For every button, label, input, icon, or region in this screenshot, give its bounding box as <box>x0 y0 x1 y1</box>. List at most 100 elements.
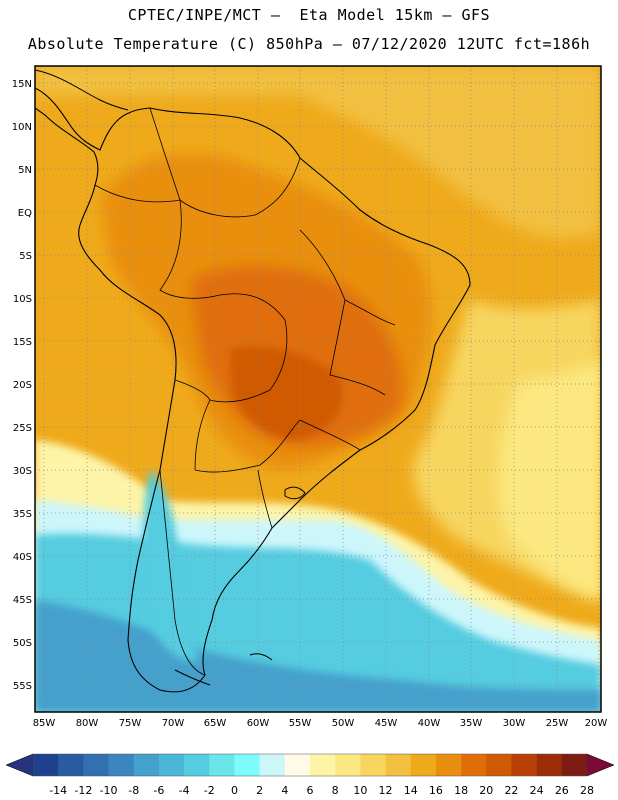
lat-label: EQ <box>18 208 32 219</box>
colorbar-tick-label: 6 <box>307 784 314 797</box>
colorbar-tick-label: 14 <box>404 784 418 797</box>
border-southeast <box>299 419 361 451</box>
lat-label: 30S <box>13 466 32 477</box>
colorbar-swatch <box>360 754 386 776</box>
colorbar-tick-label: 4 <box>281 784 288 797</box>
colorbar-swatch <box>284 754 311 776</box>
colorbar-tick-label: 16 <box>429 784 443 797</box>
lat-label: 50S <box>13 638 32 649</box>
lon-label: 70W <box>162 718 185 729</box>
colorbar-tick-label: 26 <box>555 784 569 797</box>
colorbar-swatch <box>259 754 286 776</box>
colorbar-swatch <box>461 754 487 776</box>
central-america-coast <box>35 69 129 111</box>
colorbar-swatch <box>310 754 336 776</box>
colorbar-swatch <box>83 754 109 776</box>
lon-label: 75W <box>119 718 142 729</box>
colorbar-swatch <box>209 754 235 776</box>
colorbar-tick-label: 22 <box>504 784 518 797</box>
colorbar-swatch <box>511 754 537 776</box>
lon-label: 35W <box>460 718 483 729</box>
field-north-ocean <box>35 66 601 239</box>
colorbar-swatch <box>536 754 563 776</box>
lat-label: 40S <box>13 552 32 563</box>
lat-label: 20S <box>13 380 32 391</box>
lat-label: 45S <box>13 595 32 606</box>
colorbar-tick-label: 8 <box>332 784 339 797</box>
lat-label: 10N <box>12 122 32 133</box>
lat-label: 5N <box>18 165 32 176</box>
border-north <box>149 107 301 218</box>
colorbar-tick-label: -4 <box>179 784 190 797</box>
field-andes-cold <box>142 470 200 661</box>
colorbar-swatch <box>133 754 160 776</box>
lat-label: 55S <box>13 681 32 692</box>
colorbar-tick-label: 18 <box>454 784 468 797</box>
lon-label: 65W <box>204 718 227 729</box>
colorbar-tick-label: 0 <box>231 784 238 797</box>
temperature-field <box>35 66 601 712</box>
border-river <box>257 469 273 529</box>
colorbar-left-arrow <box>5 753 34 777</box>
border-south-central <box>194 399 301 473</box>
longitude-labels: 85W 80W 75W 70W 65W 60W 55W 50W 45W 40W … <box>33 718 608 729</box>
border-chile-argentina <box>159 469 206 676</box>
lat-label: 5S <box>19 251 32 262</box>
lon-label: 60W <box>247 718 270 729</box>
colorbar-swatch <box>33 754 59 776</box>
colorbar-right-arrow <box>586 753 615 777</box>
country-borders <box>94 107 396 676</box>
colorbar-swatch <box>335 754 361 776</box>
lon-label: 40W <box>418 718 441 729</box>
border-andean-west <box>159 199 221 299</box>
colorbar-swatch <box>234 754 260 776</box>
south-america-coast <box>35 87 471 693</box>
coastlines <box>35 69 471 693</box>
latitude-labels: 15N 10N 5N EQ 5S 10S 15S 20S 25S 30S 35S… <box>12 79 32 692</box>
title-line-2: Absolute Temperature (C) 850hPa – 07/12/… <box>27 35 591 53</box>
lat-label: 15S <box>13 337 32 348</box>
lon-label: 20W <box>585 718 608 729</box>
colorbar-tick-label: 12 <box>379 784 393 797</box>
colorbar-swatch <box>385 754 412 776</box>
colorbar-swatch <box>410 754 437 776</box>
colorbar-swatch <box>108 754 135 776</box>
border-northwest <box>94 184 181 203</box>
colorbar-tick-label: -8 <box>128 784 139 797</box>
colorbar-tick-label: 2 <box>256 784 263 797</box>
lon-label: 50W <box>332 718 355 729</box>
lon-label: 30W <box>503 718 526 729</box>
colorbar-tick-label: -6 <box>153 784 164 797</box>
tierra-del-fuego-coast <box>174 653 273 686</box>
lon-label: 85W <box>33 718 56 729</box>
lon-label: 25W <box>546 718 569 729</box>
colorbar-labels: -14 -12 -10 -8 -6 -4 -2 0 2 4 6 8 10 12 14 16 18 20 22 24 26… <box>49 784 594 797</box>
colorbar-tick-label: 28 <box>580 784 594 797</box>
colorbar-outline <box>32 753 588 777</box>
colorbar-tick-label: -2 <box>204 784 215 797</box>
field-east-atlantic-light <box>499 360 601 600</box>
colorbar-tick-label: 24 <box>530 784 544 797</box>
field-continent-hottest <box>230 346 343 440</box>
coastal-lagoon <box>284 486 306 500</box>
border-states <box>299 229 396 396</box>
lat-label: 35S <box>13 509 32 520</box>
colorbar-swatch <box>158 754 185 776</box>
border-andean-south <box>174 379 211 401</box>
lon-label: 55W <box>289 718 312 729</box>
colorbar-tick-label: 20 <box>479 784 493 797</box>
lon-label: 80W <box>76 718 99 729</box>
colorbar-swatch <box>486 754 512 776</box>
colorbar-tick-label: -12 <box>74 784 92 797</box>
lon-label: 45W <box>375 718 398 729</box>
map-frame <box>34 65 602 713</box>
colorbar <box>5 753 615 777</box>
colorbar-swatch <box>58 754 84 776</box>
border-central <box>209 293 288 403</box>
field-south-coldest <box>35 600 601 712</box>
colorbar-swatch <box>184 754 210 776</box>
title-line-1: CPTEC/INPE/MCT – Eta Model 15km – GFS <box>127 6 491 24</box>
colorbar-tick-label: -14 <box>49 784 67 797</box>
lat-label: 25S <box>13 423 32 434</box>
